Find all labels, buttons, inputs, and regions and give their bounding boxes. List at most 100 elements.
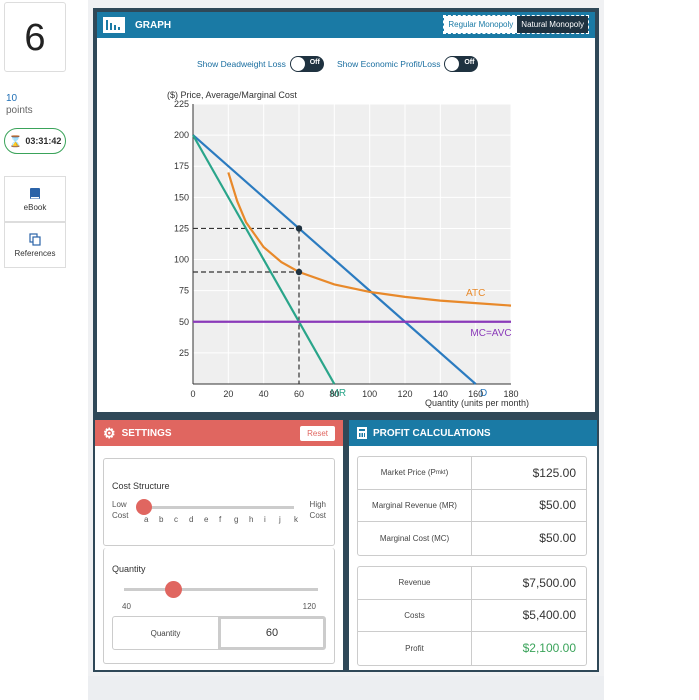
y-tick-label: 225 xyxy=(174,99,189,109)
y-tick-label: 175 xyxy=(174,161,189,171)
cost-tick-label: j xyxy=(279,515,281,524)
quantity-box: Quantity 40 120 Quantity 60 xyxy=(103,548,335,664)
x-tick-label: 60 xyxy=(294,389,304,399)
deadweight-label: Show Deadweight Loss xyxy=(197,59,286,69)
cost-tick-label: f xyxy=(219,515,222,524)
ebook-button[interactable]: eBook xyxy=(4,176,66,222)
profit-loss-switch[interactable]: Off xyxy=(444,56,479,72)
table-row: Revenue $7,500.00 xyxy=(358,567,586,600)
question-number: 6 xyxy=(4,2,66,72)
hourglass-icon: ⌛ xyxy=(8,135,23,148)
cost-tick-label: e xyxy=(204,515,209,524)
regular-monopoly-tab[interactable]: Regular Monopoly xyxy=(444,16,518,33)
profit-loss-toggle-row: Show Economic Profit/Loss Off xyxy=(337,56,479,72)
marginal-revenue-value: $50.00 xyxy=(539,498,576,513)
cost-structure-label: Cost Structure xyxy=(112,481,170,491)
quantity-max: 120 xyxy=(302,602,316,611)
deadweight-switch[interactable]: Off xyxy=(289,56,324,72)
mr-label: MR xyxy=(331,388,347,399)
graph-title: GRAPH xyxy=(135,19,172,31)
y-tick-label: 125 xyxy=(174,223,189,233)
d-curve xyxy=(192,134,477,385)
cost-tick-label: g xyxy=(234,515,239,524)
plot-area xyxy=(193,104,511,384)
timer-badge[interactable]: ⌛ 03:31:42 xyxy=(4,128,66,154)
points-label: points xyxy=(6,105,33,116)
x-tick-label: 80 xyxy=(329,389,339,399)
profit-table: Revenue $7,500.00 Costs $5,400.00 Profit… xyxy=(357,566,587,666)
quantity-field-label: Quantity xyxy=(113,617,219,649)
profit-header: PROFIT CALCULATIONS xyxy=(349,420,597,446)
graph-panel: GRAPH Regular Monopoly Natural Monopoly … xyxy=(95,10,597,414)
quantity-field-group: Quantity 60 xyxy=(112,616,326,650)
table-row: Market Price (P mkt) $125.00 xyxy=(358,457,586,490)
monopoly-toggle: Regular Monopoly Natural Monopoly xyxy=(443,15,589,34)
y-tick-label: 200 xyxy=(174,130,189,140)
cost-slider-handle[interactable] xyxy=(136,499,152,515)
profit-loss-label: Show Economic Profit/Loss xyxy=(337,59,441,69)
cost-slider-track xyxy=(144,506,294,509)
graph-header: GRAPH Regular Monopoly Natural Monopoly xyxy=(97,12,595,38)
price-table: Market Price (P mkt) $125.00 Marginal Rev… xyxy=(357,456,587,556)
atc-label: ATC xyxy=(466,288,485,299)
mc-avc-label: MC=AVC xyxy=(470,328,511,339)
gear-icon: ⚙ xyxy=(103,424,116,441)
atc-curve xyxy=(227,172,512,307)
cost-tick-label: a xyxy=(144,515,149,524)
y-tick-label: 75 xyxy=(179,286,189,296)
question-sidebar: 6 10 points ⌛ 03:31:42 eBook References xyxy=(0,0,88,700)
table-row: Marginal Cost (MC) $50.00 xyxy=(358,522,586,555)
bar-chart-icon xyxy=(103,17,125,33)
settings-header: ⚙ SETTINGS Reset xyxy=(95,420,343,446)
natural-monopoly-tab[interactable]: Natural Monopoly xyxy=(517,16,588,33)
d-label: D xyxy=(480,388,487,399)
x-tick-label: 40 xyxy=(259,389,269,399)
high-cost-label: High Cost xyxy=(309,500,326,520)
table-row: Costs $5,400.00 xyxy=(358,599,586,632)
profit-panel: PROFIT CALCULATIONS Market Price (P mkt) … xyxy=(349,420,597,670)
y-tick-label: 150 xyxy=(174,192,189,202)
profit-title: PROFIT CALCULATIONS xyxy=(373,427,491,439)
cost-tick-label: c xyxy=(174,515,178,524)
market-price-label: Market Price (P mkt) xyxy=(358,457,472,489)
y-tick-label: 100 xyxy=(174,255,189,265)
settings-panel: ⚙ SETTINGS Reset Cost Structure Low Cost … xyxy=(95,420,343,670)
profit-label: Profit xyxy=(358,632,472,665)
points-value: 10 xyxy=(6,93,18,104)
references-button[interactable]: References xyxy=(4,222,66,268)
book-icon xyxy=(30,187,40,199)
ebook-label: eBook xyxy=(23,202,47,212)
copy-icon xyxy=(29,232,41,246)
x-tick-label: 120 xyxy=(397,389,412,399)
revenue-label: Revenue xyxy=(358,567,472,599)
marginal-cost-label: Marginal Cost (MC) xyxy=(358,522,472,555)
x-tick-label: 160 xyxy=(468,389,483,399)
revenue-value: $7,500.00 xyxy=(522,575,576,590)
y-tick-label: 50 xyxy=(179,317,189,327)
calculator-icon xyxy=(357,427,367,439)
deadweight-toggle-row: Show Deadweight Loss Off xyxy=(197,56,324,72)
profit-value: $2,100.00 xyxy=(522,641,576,656)
bottom-bar xyxy=(88,676,604,700)
quantity-slider-handle[interactable] xyxy=(164,581,182,598)
mr-curve xyxy=(192,134,336,385)
quantity-field-input[interactable]: 60 xyxy=(219,617,325,649)
table-row: Profit $2,100.00 xyxy=(358,632,586,665)
cost-tick-label: d xyxy=(189,515,194,524)
market-price-value: $125.00 xyxy=(532,465,576,480)
reset-button[interactable]: Reset xyxy=(300,426,335,441)
cost-tick-labels: a b c d e f g h i j k xyxy=(144,515,302,527)
quantity-min: 40 xyxy=(122,602,131,611)
settings-title: SETTINGS xyxy=(121,427,172,439)
cost-tick-label: b xyxy=(159,515,164,524)
quantity-label: Quantity xyxy=(112,564,146,574)
low-cost-label: Low Cost xyxy=(112,500,129,520)
quantity-slider-track xyxy=(124,588,318,591)
deadweight-state: Off xyxy=(309,59,320,66)
cost-tick-label: h xyxy=(249,515,254,524)
x-tick-label: 0 xyxy=(190,389,195,399)
x-tick-label: 140 xyxy=(433,389,448,399)
references-label: References xyxy=(14,248,56,258)
cost-tick-label: k xyxy=(294,515,298,524)
x-tick-label: 100 xyxy=(362,389,377,399)
